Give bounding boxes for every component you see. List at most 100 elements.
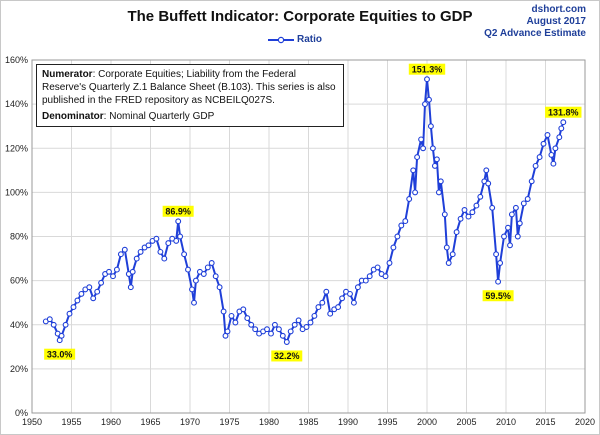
- legend: Ratio: [268, 34, 322, 45]
- y-tick-label: 20%: [10, 364, 28, 374]
- data-point: [420, 145, 427, 152]
- numerator-label: Numerator: [42, 69, 93, 80]
- data-point: [90, 295, 97, 302]
- data-point: [86, 284, 93, 291]
- data-point: [374, 264, 381, 271]
- data-point: [224, 328, 231, 335]
- definition-box: Numerator: Corporate Equities; Liability…: [36, 64, 344, 127]
- data-point: [62, 321, 69, 328]
- axes: 0% 20% 40% 60% 80% 100% 120% 140% 160% 1950 1955 19…: [5, 55, 595, 427]
- data-point: [402, 218, 409, 225]
- y-tick-label: 60%: [10, 276, 28, 286]
- data-point: [473, 202, 480, 209]
- data-point: [327, 310, 334, 317]
- data-point: [469, 209, 476, 216]
- data-point: [248, 321, 255, 328]
- data-point: [495, 278, 502, 285]
- data-point: [524, 196, 531, 202]
- data-point: [560, 119, 567, 126]
- y-tick-label: 100%: [5, 187, 28, 197]
- data-point: [295, 317, 302, 324]
- x-tick-label: 1950: [22, 417, 42, 427]
- data-point: [507, 242, 513, 249]
- data-point: [220, 308, 227, 315]
- data-point: [457, 215, 464, 222]
- data-point: [427, 123, 434, 130]
- data-point: [520, 200, 527, 207]
- data-point: [315, 304, 322, 311]
- data-point: [264, 326, 270, 333]
- data-point: [540, 140, 547, 147]
- data-point: [323, 288, 330, 295]
- data-point: [208, 260, 215, 266]
- data-point: [189, 286, 195, 293]
- annotation-bg: [408, 63, 446, 75]
- data-point: [335, 304, 342, 311]
- data-point: [441, 211, 448, 218]
- data-point: [145, 242, 152, 249]
- data-point: [275, 326, 282, 333]
- source-estimate: Q2 Advance Estimate: [484, 28, 586, 39]
- annotation-text: 151.3%: [412, 64, 443, 74]
- data-point: [418, 136, 425, 143]
- ratio-series: [42, 76, 567, 345]
- y-tick-label: 40%: [10, 320, 28, 330]
- chart-title: The Buffett Indicator: Corporate Equitie…: [127, 8, 473, 25]
- x-tick-label: 1960: [101, 417, 121, 427]
- data-point: [106, 268, 112, 275]
- data-point: [200, 271, 207, 277]
- data-point: [192, 277, 199, 284]
- data-point: [165, 240, 172, 247]
- legend-line-marker-icon: [268, 36, 294, 43]
- annotation-bg: [271, 350, 303, 362]
- data-point: [437, 178, 444, 185]
- annotation-label: 32.2%: [271, 350, 303, 362]
- data-point: [153, 235, 160, 242]
- data-point: [287, 328, 294, 335]
- data-point: [483, 167, 490, 174]
- x-tick-label: 2005: [456, 417, 476, 427]
- annotation-label: 33.0%: [44, 348, 76, 360]
- data-point: [268, 330, 274, 337]
- data-point: [493, 251, 500, 258]
- data-point: [406, 196, 413, 202]
- data-point: [74, 297, 81, 304]
- data-point: [161, 255, 168, 262]
- data-point: [435, 189, 442, 196]
- data-point: [50, 321, 57, 328]
- y-tick-label: 120%: [5, 143, 28, 153]
- data-point: [532, 162, 539, 169]
- data-point: [398, 222, 405, 229]
- data-point: [354, 284, 361, 291]
- annotations: 33.0% 86.9% 32.2% 151.3% 59.5% 131.8%: [44, 63, 582, 362]
- numerator-note: Numerator: Corporate Equities; Liability…: [42, 68, 338, 107]
- y-tick-label: 140%: [5, 99, 28, 109]
- data-point: [216, 284, 223, 291]
- data-point: [252, 326, 259, 333]
- annotation-bg: [162, 205, 194, 217]
- annotation-label: 131.8%: [545, 106, 582, 118]
- denominator-text: : Nominal Quarterly GDP: [103, 111, 215, 122]
- data-point: [410, 167, 417, 174]
- data-point: [508, 211, 515, 218]
- x-tick-label: 1975: [219, 417, 239, 427]
- data-point: [465, 213, 472, 220]
- data-point: [489, 204, 496, 211]
- source-block: dshort.com August 2017 Q2 Advance Estima…: [484, 4, 586, 40]
- y-tick-label: 80%: [10, 232, 28, 242]
- data-point: [339, 295, 346, 302]
- data-point: [271, 321, 278, 328]
- source-site: dshort.com: [531, 4, 586, 15]
- data-point: [485, 180, 492, 187]
- data-point: [514, 233, 521, 240]
- annotation-label: 86.9%: [162, 205, 194, 217]
- data-point: [113, 266, 120, 273]
- data-point: [414, 154, 421, 161]
- data-point: [433, 156, 440, 163]
- annotation-text: 59.5%: [485, 291, 511, 301]
- data-point: [350, 299, 357, 306]
- data-point: [449, 251, 456, 258]
- data-point: [552, 145, 559, 152]
- denominator-note: Denominator: Nominal Quarterly GDP: [42, 110, 338, 123]
- data-point: [117, 251, 124, 258]
